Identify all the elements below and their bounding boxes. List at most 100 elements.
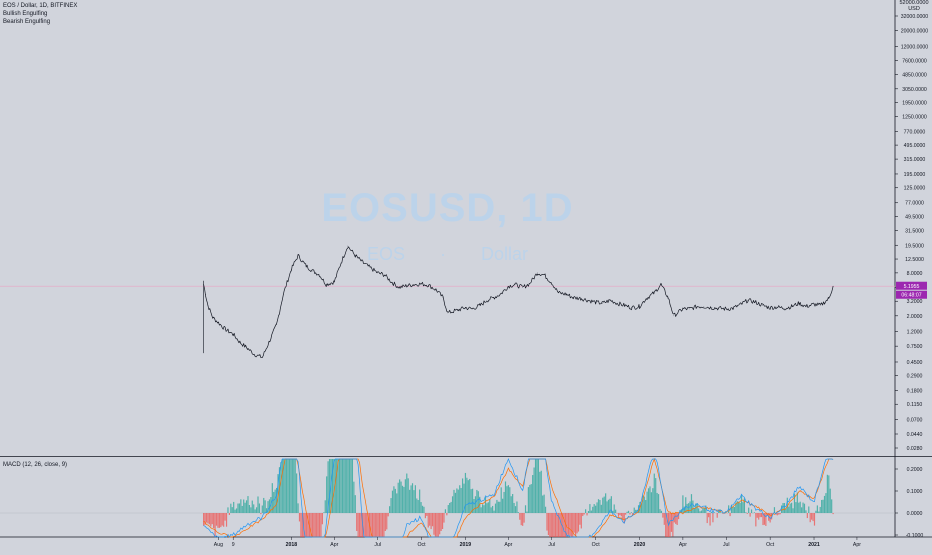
indicator-bearish-engulfing[interactable]: Bearish Engulfing xyxy=(3,18,77,26)
price-point[interactable] xyxy=(384,275,385,276)
price-point[interactable] xyxy=(631,307,632,308)
price-point[interactable] xyxy=(756,302,757,303)
indicator-bullish-engulfing[interactable]: Bullish Engulfing xyxy=(3,10,77,18)
price-point[interactable] xyxy=(254,354,255,355)
price-point[interactable] xyxy=(233,334,234,335)
price-point[interactable] xyxy=(313,271,314,272)
price-point[interactable] xyxy=(689,309,690,310)
price-point[interactable] xyxy=(414,284,415,285)
price-point[interactable] xyxy=(355,255,356,256)
price-point[interactable] xyxy=(428,285,429,286)
macd-signal-line[interactable] xyxy=(204,459,834,537)
price-point[interactable] xyxy=(588,300,589,301)
price-point[interactable] xyxy=(624,305,625,306)
price-point[interactable] xyxy=(399,287,400,288)
price-point[interactable] xyxy=(508,286,509,287)
macd-line[interactable] xyxy=(204,459,834,537)
price-point[interactable] xyxy=(319,275,320,276)
price-point[interactable] xyxy=(747,300,748,301)
price-point[interactable] xyxy=(480,305,481,306)
price-point[interactable] xyxy=(558,293,559,294)
price-point[interactable] xyxy=(515,284,516,285)
price-point[interactable] xyxy=(377,273,378,274)
price-point[interactable] xyxy=(262,357,263,358)
price-point[interactable] xyxy=(820,305,821,306)
price-point[interactable] xyxy=(718,308,719,309)
price-point[interactable] xyxy=(472,309,473,310)
price-point[interactable] xyxy=(617,303,618,304)
price-point[interactable] xyxy=(661,284,662,285)
price-point[interactable] xyxy=(785,308,786,309)
price-point[interactable] xyxy=(500,294,501,295)
price-point[interactable] xyxy=(610,300,611,301)
price-point[interactable] xyxy=(347,246,348,247)
price-point[interactable] xyxy=(291,269,292,270)
price-point[interactable] xyxy=(654,293,655,294)
price-point[interactable] xyxy=(443,297,444,298)
price-point[interactable] xyxy=(203,284,204,285)
price-point[interactable] xyxy=(306,266,307,267)
price-point[interactable] xyxy=(370,267,371,268)
price-point[interactable] xyxy=(247,348,248,349)
price-series-line[interactable] xyxy=(204,247,834,358)
price-point[interactable] xyxy=(493,297,494,298)
price-point[interactable] xyxy=(697,306,698,307)
price-point[interactable] xyxy=(551,283,552,284)
price-point[interactable] xyxy=(218,322,219,323)
price-point[interactable] xyxy=(668,297,669,298)
price-point[interactable] xyxy=(276,324,277,325)
price-point[interactable] xyxy=(704,306,705,307)
price-point[interactable] xyxy=(341,263,342,264)
price-point[interactable] xyxy=(602,303,603,304)
price-point[interactable] xyxy=(487,300,488,301)
price-point[interactable] xyxy=(522,287,523,288)
price-point[interactable] xyxy=(436,290,437,291)
price-point[interactable] xyxy=(363,263,364,264)
price-point[interactable] xyxy=(283,294,284,295)
price-point[interactable] xyxy=(421,284,422,285)
price-point[interactable] xyxy=(326,284,327,285)
price-point[interactable] xyxy=(741,304,742,305)
price-point[interactable] xyxy=(833,286,834,287)
price-point[interactable] xyxy=(225,329,226,330)
price-point[interactable] xyxy=(799,303,800,304)
price-point[interactable] xyxy=(269,342,270,343)
price-point[interactable] xyxy=(537,273,538,274)
price-point[interactable] xyxy=(465,307,466,308)
price-point[interactable] xyxy=(733,308,734,309)
price-point[interactable] xyxy=(806,306,807,307)
price-point[interactable] xyxy=(205,294,206,295)
price-point[interactable] xyxy=(639,306,640,307)
price-point[interactable] xyxy=(208,305,209,306)
price-point[interactable] xyxy=(334,281,335,282)
price-point[interactable] xyxy=(529,284,530,285)
price-point[interactable] xyxy=(791,306,792,307)
price-point[interactable] xyxy=(683,309,684,310)
price-point[interactable] xyxy=(770,307,771,308)
macd-legend[interactable]: MACD (12, 26, close, 9) xyxy=(3,462,67,468)
price-point[interactable] xyxy=(392,283,393,284)
price-point[interactable] xyxy=(298,255,299,256)
price-point[interactable] xyxy=(646,298,647,299)
price-point[interactable] xyxy=(407,285,408,286)
price-point[interactable] xyxy=(566,294,567,295)
price-point[interactable] xyxy=(726,309,727,310)
price-point[interactable] xyxy=(447,313,448,314)
price-point[interactable] xyxy=(674,315,675,316)
price-point[interactable] xyxy=(814,304,815,305)
price-point[interactable] xyxy=(544,275,545,276)
price-point[interactable] xyxy=(457,310,458,311)
price-point[interactable] xyxy=(581,298,582,299)
price-point[interactable] xyxy=(777,307,778,308)
price-point[interactable] xyxy=(595,302,596,303)
price-point[interactable] xyxy=(212,317,213,318)
price-point[interactable] xyxy=(829,298,830,299)
price-tick-label: 770.0000 xyxy=(904,129,926,135)
symbol-title[interactable]: EOS / Dollar, 1D, BITFINEX xyxy=(3,2,77,10)
price-point[interactable] xyxy=(573,297,574,298)
price-point[interactable] xyxy=(712,307,713,308)
price-point[interactable] xyxy=(762,305,763,306)
price-point[interactable] xyxy=(240,342,241,343)
